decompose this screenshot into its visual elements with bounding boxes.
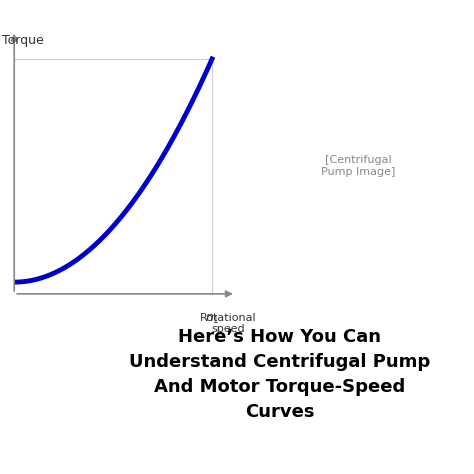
Text: Here’s How You Can
Understand Centrifugal Pump
And Motor Torque-Speed
Curves: Here’s How You Can Understand Centrifuga… [129, 328, 430, 421]
Text: $n_1$: $n_1$ [205, 313, 219, 326]
Text: Torque: Torque [2, 34, 44, 46]
Text: Rotational
speed: Rotational speed [200, 313, 256, 334]
Text: [Centrifugal
Pump Image]: [Centrifugal Pump Image] [321, 155, 395, 177]
